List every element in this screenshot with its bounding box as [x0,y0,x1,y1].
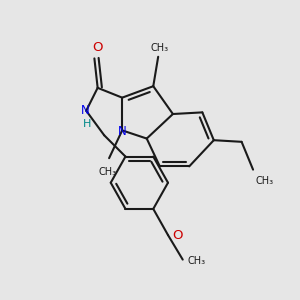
Text: CH₃: CH₃ [256,176,274,185]
Text: CH₃: CH₃ [188,256,206,266]
Text: O: O [92,41,103,55]
Text: CH₃: CH₃ [151,44,169,53]
Text: CH₃: CH₃ [98,167,116,177]
Text: H: H [83,119,92,129]
Text: N: N [118,125,127,138]
Text: O: O [172,229,182,242]
Text: N: N [81,103,90,117]
